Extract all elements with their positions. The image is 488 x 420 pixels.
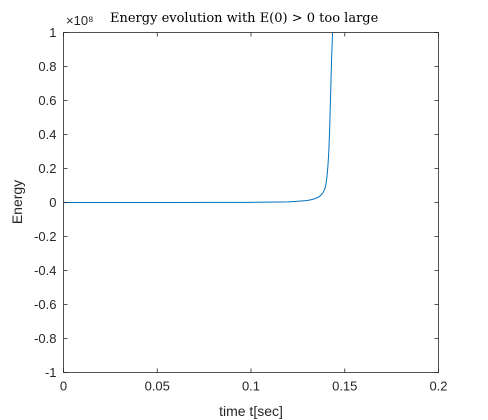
y-tick-label: 0.2: [38, 161, 56, 176]
y-tick-label: 0.6: [38, 93, 56, 108]
x-tick-label: 0.1: [242, 379, 260, 394]
y-tick-label: 0.8: [38, 59, 56, 74]
x-tick-label: 0: [60, 379, 67, 394]
y-tick-label: -1: [45, 365, 57, 380]
x-axis-label: time t[sec]: [219, 403, 283, 419]
y-tick-label: 0: [49, 195, 56, 210]
chart-title: Energy evolution with E(0) > 0 too large: [110, 11, 379, 26]
x-axis-ticks: 0 0.05 0.1 0.15 0.2: [60, 32, 448, 394]
y-tick-label: -0.2: [34, 229, 56, 244]
y-tick-label: -0.6: [34, 297, 56, 312]
y-axis-label: Energy: [9, 180, 25, 224]
energy-series-line: [63, 32, 334, 203]
y-axis-ticks: -1 -0.8 -0.6 -0.4 -0.2 0 0.2 0.4 0.6 0.8 1: [34, 25, 439, 380]
plot-lines: [63, 32, 334, 203]
y-tick-label: -0.8: [34, 331, 56, 346]
x-tick-label: 0.2: [429, 379, 447, 394]
x-tick-label: 0.15: [332, 379, 357, 394]
y-exponent-label: ×10⁸: [66, 13, 94, 28]
y-tick-label: -0.4: [34, 263, 56, 278]
x-tick-label: 0.05: [145, 379, 170, 394]
y-tick-label: 1: [49, 25, 56, 40]
y-tick-label: 0.4: [38, 127, 56, 142]
